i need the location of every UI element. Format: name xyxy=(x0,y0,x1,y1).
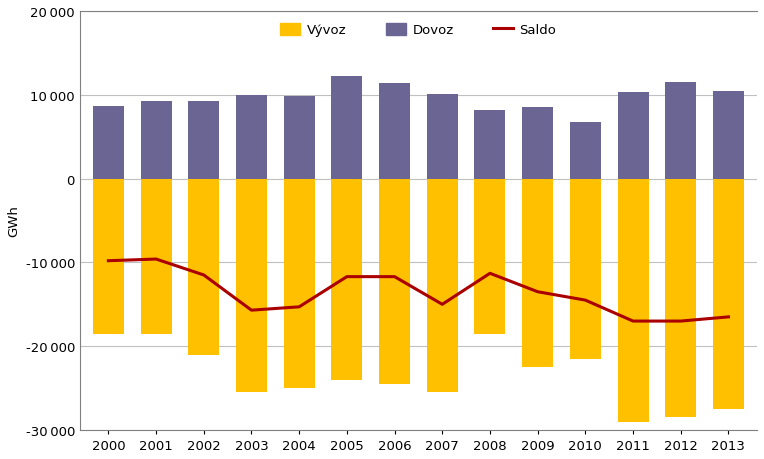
Bar xyxy=(570,179,601,359)
Bar xyxy=(236,179,267,392)
Bar xyxy=(332,77,362,179)
Legend: Vývoz, Dovoz, Saldo: Vývoz, Dovoz, Saldo xyxy=(275,18,562,42)
Bar xyxy=(332,179,362,380)
Bar xyxy=(141,102,172,179)
Bar xyxy=(713,179,744,409)
Bar xyxy=(665,83,696,179)
Bar xyxy=(379,84,410,179)
Bar xyxy=(93,106,124,179)
Bar xyxy=(570,123,601,179)
Bar xyxy=(236,95,267,179)
Bar xyxy=(713,92,744,179)
Bar xyxy=(427,95,458,179)
Bar xyxy=(141,179,172,334)
Bar xyxy=(665,179,696,418)
Bar xyxy=(522,108,553,179)
Bar xyxy=(617,93,649,179)
Bar xyxy=(188,179,219,356)
Bar xyxy=(93,179,124,334)
Bar xyxy=(283,179,315,388)
Bar xyxy=(379,179,410,384)
Bar xyxy=(283,97,315,179)
Bar xyxy=(617,179,649,422)
Y-axis label: GWh: GWh xyxy=(7,205,20,237)
Bar xyxy=(474,111,506,179)
Bar xyxy=(188,101,219,179)
Bar xyxy=(522,179,553,367)
Bar xyxy=(427,179,458,392)
Bar xyxy=(474,179,506,334)
